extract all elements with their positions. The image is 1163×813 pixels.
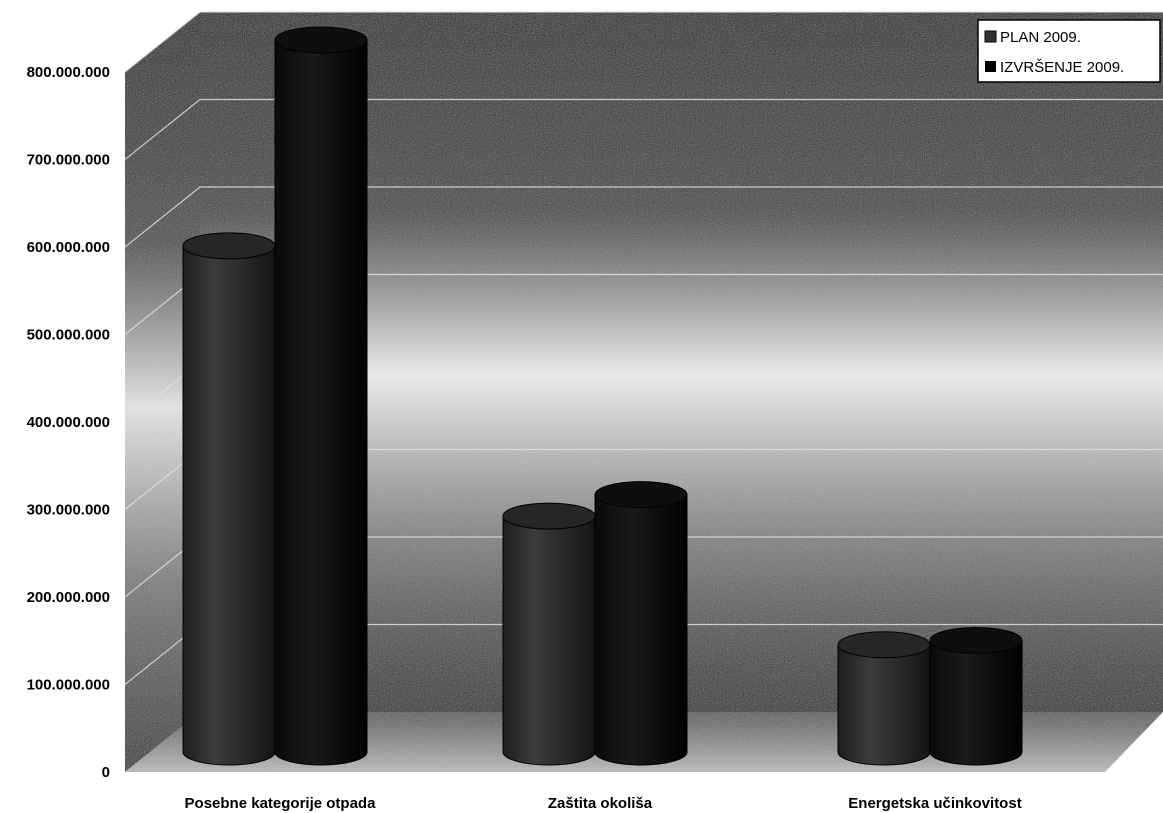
x-tick-label: Energetska učinkovitost bbox=[848, 795, 1021, 812]
y-tick-label: 100.000.000 bbox=[27, 677, 110, 694]
bar-body bbox=[837, 644, 931, 766]
x-tick-label: Posebne kategorije otpada bbox=[185, 795, 377, 812]
bar-izvrsenje-0 bbox=[274, 26, 368, 766]
bar-plan-2 bbox=[837, 631, 931, 766]
bars bbox=[182, 26, 1023, 766]
y-axis: 0 100.000.000 200.000.000 300.000.000 400.00… bbox=[27, 64, 110, 781]
bar-body bbox=[594, 494, 688, 766]
legend-swatch-izvrsenje bbox=[985, 61, 996, 72]
y-tick-label: 300.000.000 bbox=[27, 502, 110, 519]
bar-izvrsenje-1 bbox=[594, 481, 688, 766]
y-tick-label: 400.000.000 bbox=[27, 414, 110, 431]
bar-izvrsenje-2 bbox=[929, 626, 1023, 766]
legend-swatch-plan bbox=[984, 30, 997, 43]
gridline bbox=[124, 98, 1163, 160]
bar-cap bbox=[182, 232, 276, 260]
bar-cap bbox=[594, 481, 688, 509]
gridline bbox=[124, 11, 1163, 73]
bar-body bbox=[182, 245, 276, 766]
legend-label-izvrsenje: IZVRŠENJE 2009. bbox=[1000, 59, 1124, 76]
legend: PLAN 2009. IZVRŠENJE 2009. bbox=[977, 19, 1161, 83]
bar-cap bbox=[837, 631, 931, 659]
y-tick-label: 500.000.000 bbox=[27, 327, 110, 344]
x-tick-label: Zaštita okoliša bbox=[548, 795, 653, 812]
y-tick-label: 700.000.000 bbox=[27, 152, 110, 169]
y-tick-label: 200.000.000 bbox=[27, 589, 110, 606]
legend-label-plan: PLAN 2009. bbox=[1000, 29, 1081, 46]
bar-cap bbox=[929, 626, 1023, 654]
bar-body bbox=[502, 515, 596, 766]
bar-body bbox=[274, 39, 368, 766]
bar-plan-0 bbox=[182, 232, 276, 766]
y-tick-label: 600.000.000 bbox=[27, 239, 110, 256]
y-tick-label: 800.000.000 bbox=[27, 64, 110, 81]
gridline bbox=[124, 186, 1163, 248]
y-tick-label: 0 bbox=[102, 764, 110, 781]
bar-cap bbox=[274, 26, 368, 54]
bar-body bbox=[929, 639, 1023, 766]
bar-plan-1 bbox=[502, 502, 596, 766]
bar-cap bbox=[502, 502, 596, 530]
x-axis: Posebne kategorije otpada Zaštita okoliša… bbox=[185, 795, 1022, 812]
